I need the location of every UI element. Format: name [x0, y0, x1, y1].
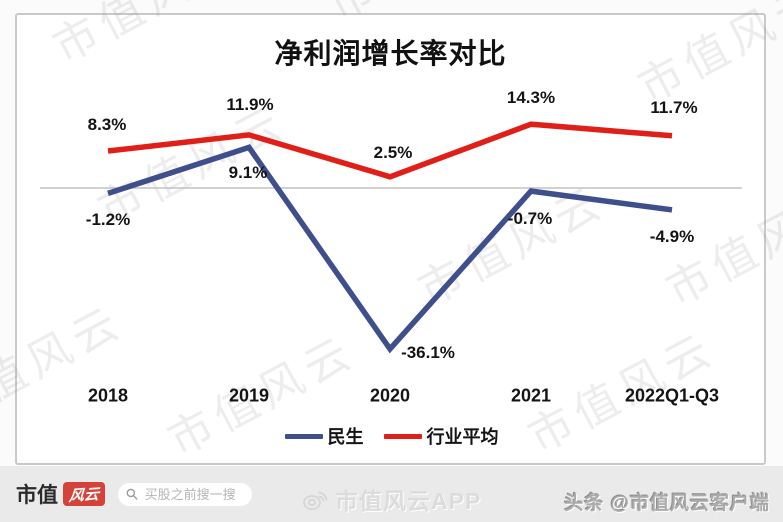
- search-input[interactable]: [142, 485, 248, 503]
- legend-swatch-minsheng: [284, 433, 323, 439]
- app-watermark-text: 市值风云APP: [335, 488, 482, 514]
- search-icon: [126, 488, 138, 500]
- legend-item-minsheng: 民生: [284, 423, 364, 449]
- brand: 市值 风云: [16, 479, 105, 509]
- brand-name: 市值: [16, 484, 58, 507]
- app-watermark: 市值风云APP: [302, 482, 481, 516]
- legend-label-minsheng: 民生: [327, 427, 364, 447]
- chart-title: 净利润增长率对比: [274, 38, 507, 69]
- bottom-bar: 市值 风云: [0, 466, 783, 522]
- brand-logo-text: 风云: [68, 485, 100, 505]
- search-bar[interactable]: [118, 482, 252, 506]
- legend-item-industry: 行业平均: [383, 423, 499, 449]
- weibo-icon: [303, 491, 328, 510]
- legend-swatch-industry: [383, 433, 422, 439]
- chart-card: 净利润增长率对比: [15, 13, 766, 465]
- legend: 民生 行业平均: [0, 427, 783, 447]
- brand-logo: 风云: [63, 482, 105, 506]
- legend-label-industry: 行业平均: [426, 427, 499, 447]
- source-credit: 头条 @市值风云客户端: [564, 493, 770, 514]
